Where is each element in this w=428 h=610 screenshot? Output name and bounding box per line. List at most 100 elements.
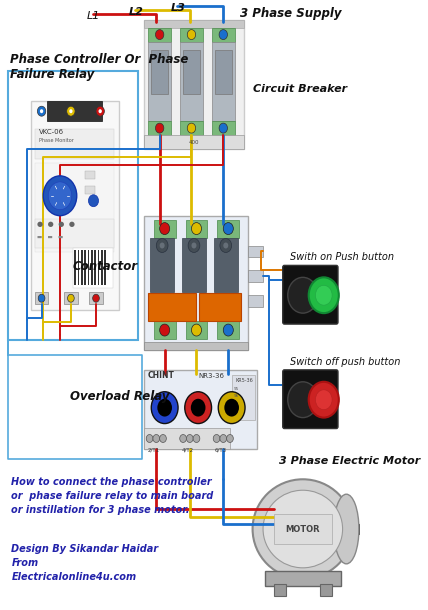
Circle shape [315, 390, 332, 410]
Circle shape [160, 223, 169, 235]
Text: 400: 400 [189, 140, 199, 145]
Text: 6/T3: 6/T3 [215, 447, 227, 453]
Circle shape [67, 106, 75, 116]
Bar [144, 428, 230, 450]
Bar [359, 524, 384, 534]
Text: 4/T2: 4/T2 [181, 447, 193, 453]
Circle shape [98, 109, 102, 113]
Text: ▬   ▬   ▬: ▬ ▬ ▬ [37, 234, 64, 240]
Text: NR3-36: NR3-36 [198, 373, 224, 379]
Circle shape [146, 434, 153, 442]
Circle shape [160, 324, 169, 336]
FancyBboxPatch shape [283, 265, 338, 324]
Bar [148, 293, 196, 321]
Bar [35, 292, 48, 304]
Circle shape [219, 123, 227, 133]
Circle shape [315, 285, 332, 305]
Bar [232, 375, 255, 420]
Circle shape [155, 30, 164, 40]
Circle shape [89, 195, 98, 207]
Bar [148, 41, 171, 121]
Bar [265, 571, 341, 586]
Bar [85, 171, 95, 179]
Text: Phase Controller Or  Phase
Failure Relay: Phase Controller Or Phase Failure Relay [10, 54, 188, 82]
Bar [81, 251, 83, 285]
FancyBboxPatch shape [31, 101, 119, 310]
Text: 2/T1: 2/T1 [148, 447, 160, 453]
FancyBboxPatch shape [8, 71, 138, 340]
Bar [64, 292, 77, 304]
Circle shape [40, 109, 43, 113]
Circle shape [188, 239, 200, 253]
Bar [154, 321, 175, 339]
Bar [89, 292, 103, 304]
Circle shape [187, 30, 196, 40]
Text: Switch off push button: Switch off push button [290, 357, 401, 367]
Circle shape [151, 392, 178, 423]
Bar [88, 251, 89, 285]
Bar [144, 342, 248, 350]
Circle shape [223, 398, 240, 418]
FancyBboxPatch shape [144, 216, 248, 350]
FancyBboxPatch shape [144, 370, 257, 450]
Text: Swith on Push button: Swith on Push button [290, 253, 394, 262]
Circle shape [96, 106, 104, 116]
Bar [85, 186, 95, 194]
Text: Phase Monitor: Phase Monitor [39, 138, 74, 143]
FancyBboxPatch shape [283, 370, 338, 429]
Text: 97: 97 [233, 401, 238, 404]
Circle shape [155, 123, 164, 133]
Circle shape [218, 392, 245, 423]
Bar [101, 251, 103, 285]
Bar [180, 121, 203, 135]
Bar [154, 220, 175, 237]
Circle shape [37, 106, 46, 116]
Bar [144, 20, 244, 27]
Text: MOTOR: MOTOR [285, 525, 320, 534]
Bar [98, 251, 99, 285]
Circle shape [38, 294, 45, 302]
Circle shape [160, 243, 165, 248]
Circle shape [160, 434, 166, 442]
Bar [73, 248, 113, 289]
Circle shape [43, 176, 77, 216]
Bar [35, 163, 114, 253]
Ellipse shape [263, 490, 342, 568]
Bar [180, 41, 203, 121]
Circle shape [69, 109, 73, 113]
Bar [214, 237, 238, 292]
Bar [273, 584, 286, 596]
Circle shape [48, 182, 72, 210]
Circle shape [191, 324, 202, 336]
Text: KR5-36: KR5-36 [236, 378, 253, 383]
Bar [320, 584, 332, 596]
Circle shape [187, 434, 193, 442]
Text: ●  ●  ●  ●: ● ● ● ● [37, 221, 75, 226]
Bar [211, 27, 235, 41]
Bar [248, 245, 264, 257]
Circle shape [187, 123, 196, 133]
Bar [35, 129, 114, 159]
Bar [148, 27, 171, 41]
Text: How to connect the phase controller
or  phase failure relay to main board
or ins: How to connect the phase controller or p… [12, 477, 214, 515]
Ellipse shape [253, 479, 353, 579]
Text: Design By Sikandar Haidar
From
Electricalonline4u.com: Design By Sikandar Haidar From Electrica… [12, 544, 158, 582]
Circle shape [288, 278, 318, 313]
Bar [199, 293, 241, 321]
Text: VKC-06: VKC-06 [39, 129, 64, 135]
Circle shape [223, 324, 233, 336]
Circle shape [185, 392, 211, 423]
Bar [180, 27, 203, 41]
Circle shape [227, 434, 233, 442]
Bar [91, 251, 92, 285]
Bar [148, 121, 171, 135]
Bar [248, 295, 264, 307]
Circle shape [309, 382, 339, 418]
Circle shape [223, 243, 228, 248]
Circle shape [153, 434, 160, 442]
Text: 98: 98 [233, 407, 238, 412]
Ellipse shape [334, 494, 359, 564]
Text: L2: L2 [129, 7, 143, 16]
Bar [186, 321, 208, 339]
Text: L1: L1 [87, 11, 100, 21]
